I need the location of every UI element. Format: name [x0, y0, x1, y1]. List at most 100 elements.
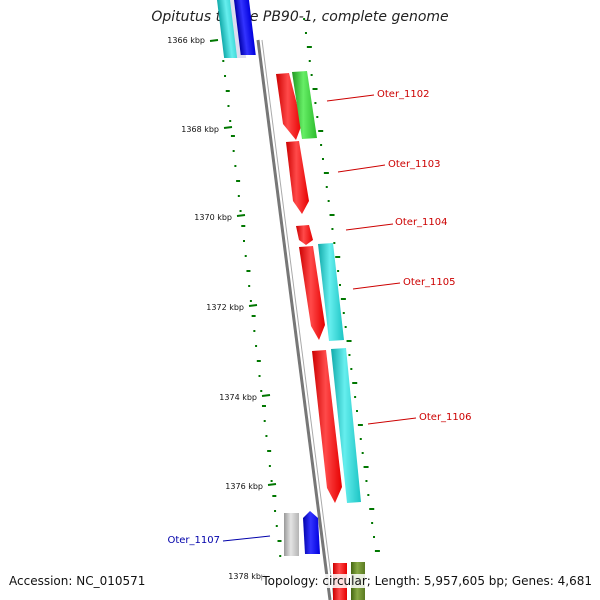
gc-dot: [241, 225, 246, 227]
callout-line: [345, 223, 394, 231]
gene-label-oter-1105[interactable]: Oter_1105: [403, 277, 456, 288]
gc-dot: [346, 340, 352, 342]
tick-label: 1374 kbp: [219, 393, 257, 402]
gene-oter-1106-cyan[interactable]: [331, 348, 361, 503]
gc-dot: [344, 326, 347, 328]
gc-dot: [246, 270, 251, 272]
tick-mark: [261, 394, 271, 397]
gene-oter-1105-red[interactable]: [299, 246, 325, 340]
gc-dot: [230, 135, 235, 137]
gene-oter-1107-gray[interactable]: [284, 513, 299, 556]
kbp-ticks: 1366 kbp 1368 kbp 1370 kbp 1372 kbp 1374…: [167, 36, 277, 581]
tick-label: 1370 kbp: [194, 213, 232, 222]
gc-dot: [244, 255, 247, 257]
gc-dot: [237, 195, 240, 197]
gc-dot: [338, 284, 341, 286]
tick-label: 1366 kbp: [167, 36, 205, 45]
gc-dot: [275, 525, 278, 527]
gc-dot: [308, 60, 311, 62]
tick-label: 1372 kbp: [206, 303, 244, 312]
gc-dot: [306, 46, 312, 48]
gc-dot: [222, 60, 225, 62]
gene-label-oter-1104[interactable]: Oter_1104: [395, 217, 448, 228]
gene-label-oter-1107[interactable]: Oter_1107: [167, 535, 220, 546]
gc-dot: [323, 172, 329, 174]
gc-dot: [348, 354, 351, 356]
gc-dot: [335, 256, 341, 258]
gene-oter-1105-cyan[interactable]: [318, 243, 344, 341]
gc-dot: [229, 120, 232, 122]
gc-dot: [304, 32, 307, 34]
gene-label-oter-1106[interactable]: Oter_1106: [419, 412, 472, 423]
tick-label: 1378 kbp: [228, 572, 266, 581]
gc-dot: [342, 312, 345, 314]
gc-dot: [374, 550, 380, 552]
gc-dot: [312, 88, 318, 90]
gc-dot: [329, 214, 335, 216]
gene-oter-1102-red[interactable]: [276, 73, 302, 140]
gene-label-oter-1102[interactable]: Oter_1102: [377, 89, 430, 100]
gene-oter-1103[interactable]: [286, 141, 309, 214]
gc-dot: [234, 165, 237, 167]
gc-dot: [357, 424, 363, 426]
tick-mark: [223, 126, 233, 129]
gc-dot: [236, 180, 241, 182]
gc-dot: [314, 102, 317, 104]
callout-line: [352, 282, 401, 290]
gc-dot: [310, 74, 313, 76]
callout-line: [326, 94, 375, 102]
gene-oter-1104[interactable]: [296, 225, 313, 245]
gc-dot: [333, 242, 336, 244]
gc-dot: [321, 158, 324, 160]
gc-dot: [248, 285, 251, 287]
gc-dot: [325, 186, 328, 188]
gc-dot: [373, 536, 376, 538]
genome-backbone: [256, 39, 332, 600]
gc-dot: [320, 144, 323, 146]
gc-dot: [361, 452, 364, 454]
gc-dot: [340, 298, 346, 300]
gc-dot: [256, 360, 261, 362]
gc-dot: [371, 522, 374, 524]
tick-mark: [236, 214, 246, 217]
gene-oter-1106-red[interactable]: [312, 350, 342, 503]
gc-dot: [331, 228, 334, 230]
gc-dot: [249, 300, 252, 302]
tick-mark: [209, 39, 219, 42]
gene-oter-1102-green[interactable]: [292, 71, 317, 139]
gc-dot: [260, 390, 263, 392]
gc-dot: [243, 240, 245, 242]
gc-dot: [258, 375, 261, 377]
gc-dot: [359, 438, 362, 440]
gc-dot: [365, 480, 368, 482]
callout-line: [222, 535, 271, 542]
gc-dot: [261, 405, 266, 407]
gc-dot: [239, 210, 242, 212]
gc-dot: [270, 480, 273, 482]
gc-dot: [251, 315, 256, 317]
gc-dot: [224, 75, 227, 77]
gc-dot: [267, 450, 272, 452]
gc-dot: [232, 150, 235, 152]
gene-label-oter-1103[interactable]: Oter_1103: [388, 159, 441, 170]
gene-oter-1107-blue[interactable]: [303, 511, 320, 554]
gene-blue-top[interactable]: [234, 0, 256, 55]
callout-line: [367, 417, 417, 425]
gc-dot: [316, 116, 319, 118]
gc-dot: [363, 466, 369, 468]
gc-dot: [369, 508, 375, 510]
gc-dot: [227, 105, 230, 107]
gc-dot: [277, 540, 282, 542]
gc-dot: [327, 200, 330, 202]
gc-dot: [268, 465, 271, 467]
gc-dot: [263, 420, 266, 422]
gc-dot: [225, 90, 230, 92]
gc-dot: [356, 410, 358, 412]
callout-line: [337, 164, 386, 173]
gc-dot: [265, 435, 268, 437]
gc-dot: [272, 495, 277, 497]
gc-dot: [354, 396, 357, 398]
tick-label: 1368 kbp: [181, 125, 219, 134]
gc-dot: [255, 345, 258, 347]
